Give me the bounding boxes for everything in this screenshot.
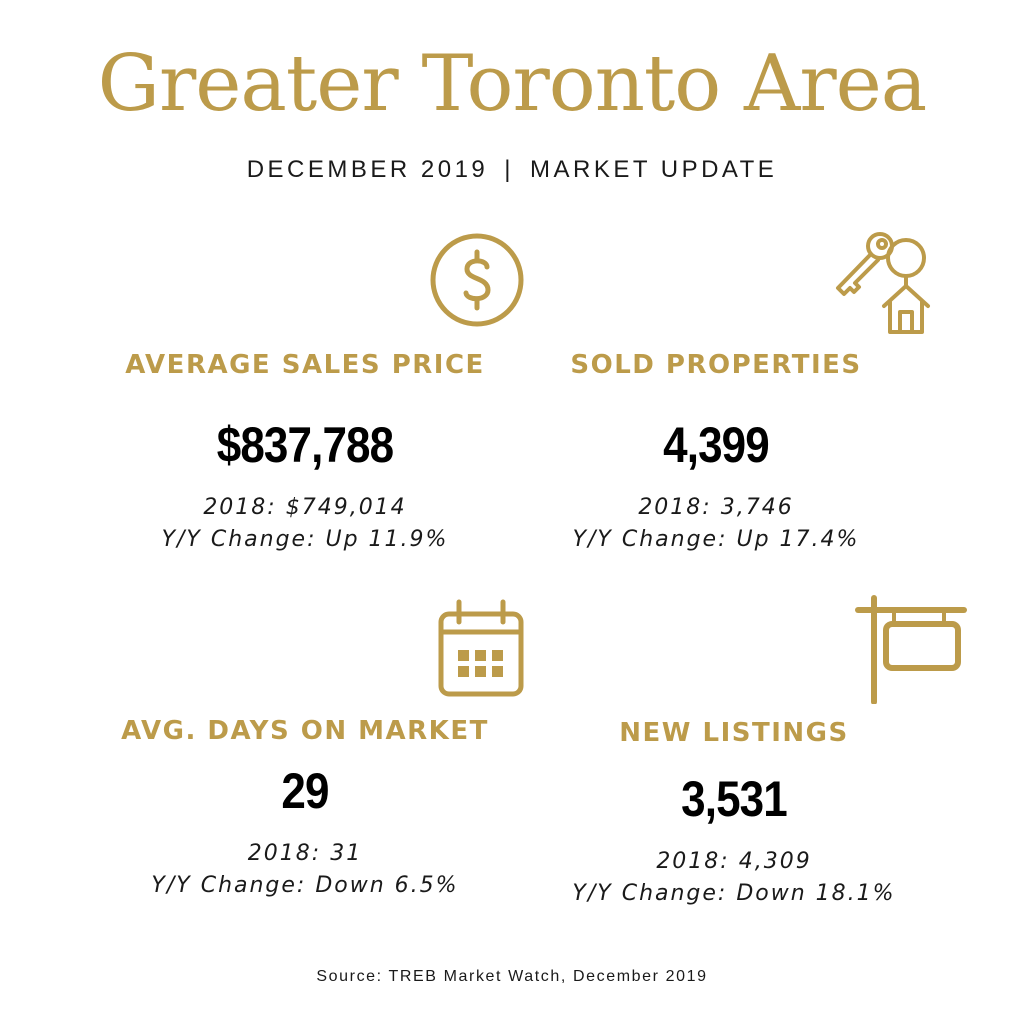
stat-sold-properties: SOLD PROPERTIES 4,399 2018: 3,746 Y/Y Ch…: [496, 230, 936, 560]
stat-new-listings: NEW LISTINGS 3,531 2018: 4,309 Y/Y Chang…: [514, 594, 967, 924]
stat-label: NEW LISTINGS: [619, 718, 849, 748]
stat-avg-days-on-market: AVG. DAYS ON MARKET 29 2018: 31 Y/Y Chan…: [85, 598, 525, 908]
key-house-icon: [836, 232, 930, 334]
stat-yoy-change: Y/Y Change: Up 17.4%: [572, 527, 860, 552]
stat-previous-year: 2018: $749,014: [203, 495, 407, 520]
stat-yoy-change: Y/Y Change: Down 18.1%: [572, 881, 896, 906]
stat-previous-year: 2018: 4,309: [656, 849, 812, 874]
page-subtitle: DECEMBER 2019 | MARKET UPDATE: [0, 156, 1024, 184]
stat-average-sales-price: AVERAGE SALES PRICE $837,788 2018: $749,…: [85, 230, 525, 560]
stat-previous-year: 2018: 3,746: [638, 495, 794, 520]
stat-label: SOLD PROPERTIES: [570, 350, 862, 380]
stat-value: $837,788: [216, 417, 394, 473]
sign-post-icon: [855, 595, 967, 704]
calendar-icon: [438, 599, 524, 697]
stat-value: 4,399: [663, 417, 770, 473]
subtitle-topic: MARKET UPDATE: [530, 156, 778, 183]
source-note: Source: TREB Market Watch, December 2019: [316, 968, 708, 985]
stat-value: 29: [281, 763, 329, 819]
stat-label: AVERAGE SALES PRICE: [125, 350, 485, 380]
stat-previous-year: 2018: 31: [247, 841, 363, 866]
stat-label: AVG. DAYS ON MARKET: [121, 716, 489, 746]
subtitle-separator: |: [504, 156, 514, 183]
dollar-circle-icon: [430, 233, 524, 327]
stat-yoy-change: Y/Y Change: Up 11.9%: [161, 527, 449, 552]
page-title: Greater Toronto Area: [97, 39, 928, 129]
stat-yoy-change: Y/Y Change: Down 6.5%: [151, 873, 459, 898]
subtitle-date: DECEMBER 2019: [246, 156, 489, 183]
stat-value: 3,531: [681, 771, 788, 827]
